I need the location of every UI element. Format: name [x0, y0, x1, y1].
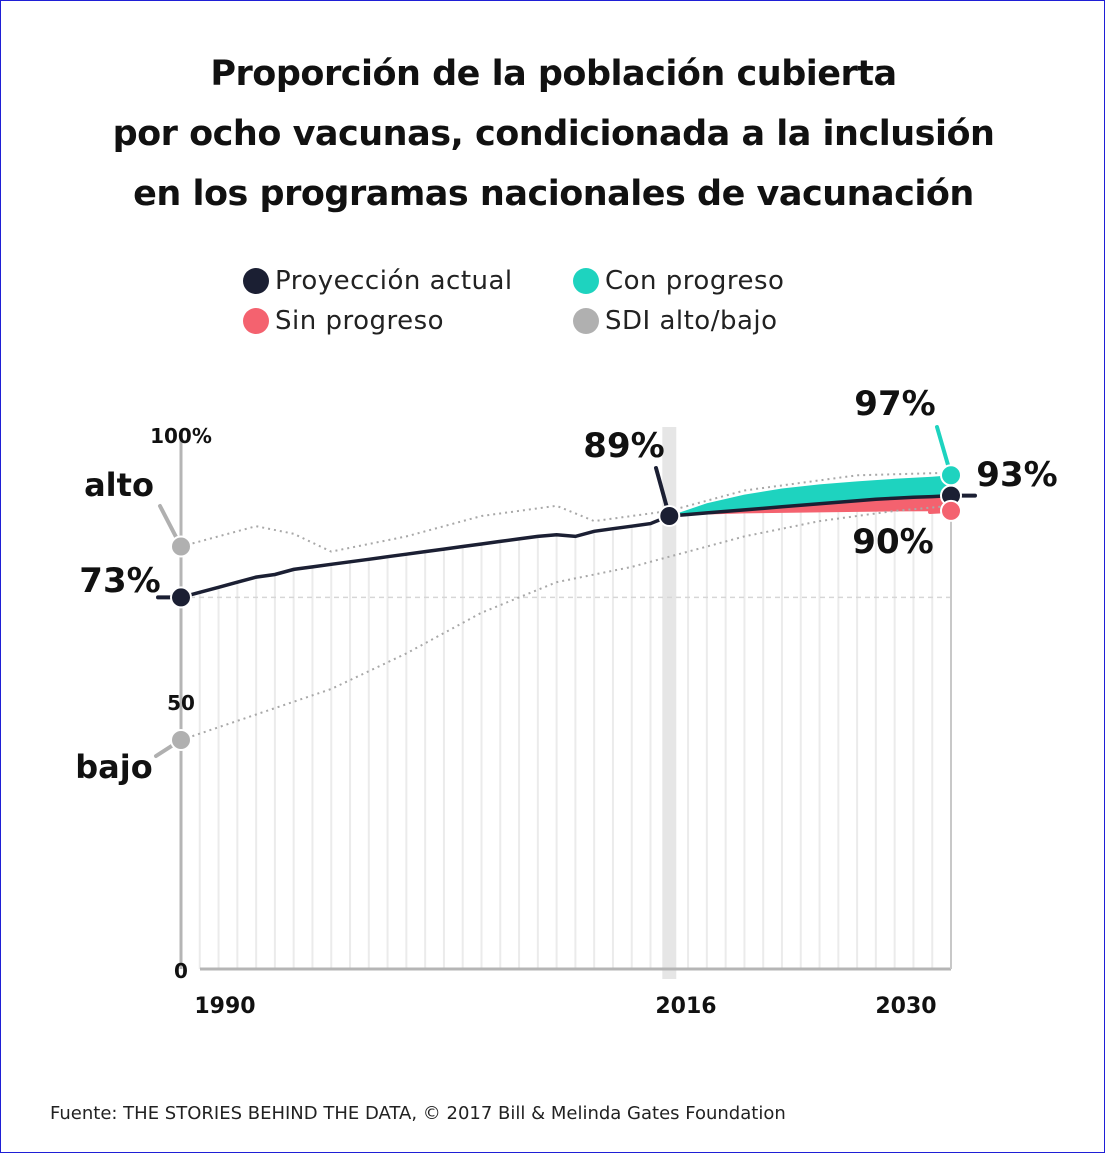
annotation-alto: alto — [84, 466, 154, 504]
x-tick-2030: 2030 — [875, 994, 936, 1019]
axes — [179, 440, 952, 971]
annotation-73: 73% — [79, 561, 160, 601]
legend-swatch-current — [243, 268, 269, 294]
legend-label: Con progreso — [605, 266, 785, 296]
title-line-2: por ocho vacunas, condicionada a la incl… — [112, 114, 995, 154]
marker-sdi-alto — [170, 535, 192, 558]
chart-title: Proporción de la población cubierta por … — [0, 44, 1107, 224]
legend-item-proyeccion-actual: Proyección actual — [243, 266, 513, 296]
y-tick-0: 0 — [174, 959, 188, 983]
annotation-bajo: bajo — [75, 748, 152, 786]
legend-swatch-sdi — [573, 308, 599, 334]
line-sdi-bajo — [180, 504, 952, 741]
annotation-90: 90% — [852, 522, 933, 562]
annotation-93: 93% — [976, 455, 1057, 495]
legend-item-sin-progreso: Sin progreso — [243, 306, 444, 336]
x-tick-2016: 2016 — [655, 994, 716, 1019]
source-note: Fuente: THE STORIES BEHIND THE DATA, © 2… — [50, 1103, 786, 1124]
legend-item-con-progreso: Con progreso — [573, 266, 784, 296]
data-markers — [154, 425, 977, 758]
highlight-2016-bar — [662, 427, 677, 979]
marker-1990 — [170, 586, 192, 609]
legend-item-sdi: SDI alto/bajo — [573, 306, 778, 336]
annotation-97: 97% — [854, 384, 935, 424]
legend-label: SDI alto/bajo — [605, 306, 778, 336]
legend-label: Sin progreso — [275, 306, 445, 336]
y-tick-50: 50 — [167, 691, 195, 715]
legend-swatch-progress — [573, 268, 599, 294]
marker-2031-con-progreso — [940, 464, 962, 487]
line-proyeccion-actual — [180, 493, 952, 600]
legend-label: Proyección actual — [275, 266, 513, 296]
y-tick-100: 100% — [150, 424, 212, 448]
title-line-3: en los programas nacionales de vacunació… — [133, 174, 974, 214]
annotation-89: 89% — [583, 426, 664, 466]
band-con-progreso — [669, 475, 951, 516]
marker-2016 — [658, 504, 681, 527]
line-sdi-alto — [180, 471, 952, 553]
title-line-1: Proporción de la población cubierta — [210, 54, 897, 94]
series-lines — [180, 471, 952, 741]
x-tick-1990: 1990 — [194, 994, 255, 1019]
legend-swatch-no-progress — [243, 308, 269, 334]
marker-2031-sin-progreso — [940, 499, 962, 522]
marker-sdi-bajo — [170, 728, 192, 751]
